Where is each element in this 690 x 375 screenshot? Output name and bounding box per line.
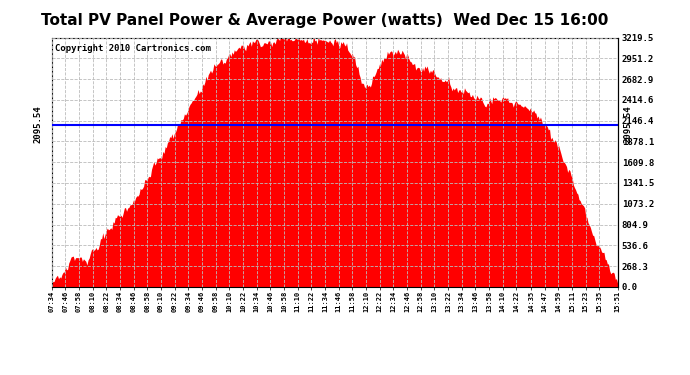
Text: Copyright 2010 Cartronics.com: Copyright 2010 Cartronics.com (55, 44, 210, 53)
Text: 2095.54: 2095.54 (623, 106, 632, 143)
Text: Total PV Panel Power & Average Power (watts)  Wed Dec 15 16:00: Total PV Panel Power & Average Power (wa… (41, 13, 608, 28)
Text: 2095.54: 2095.54 (33, 106, 42, 143)
